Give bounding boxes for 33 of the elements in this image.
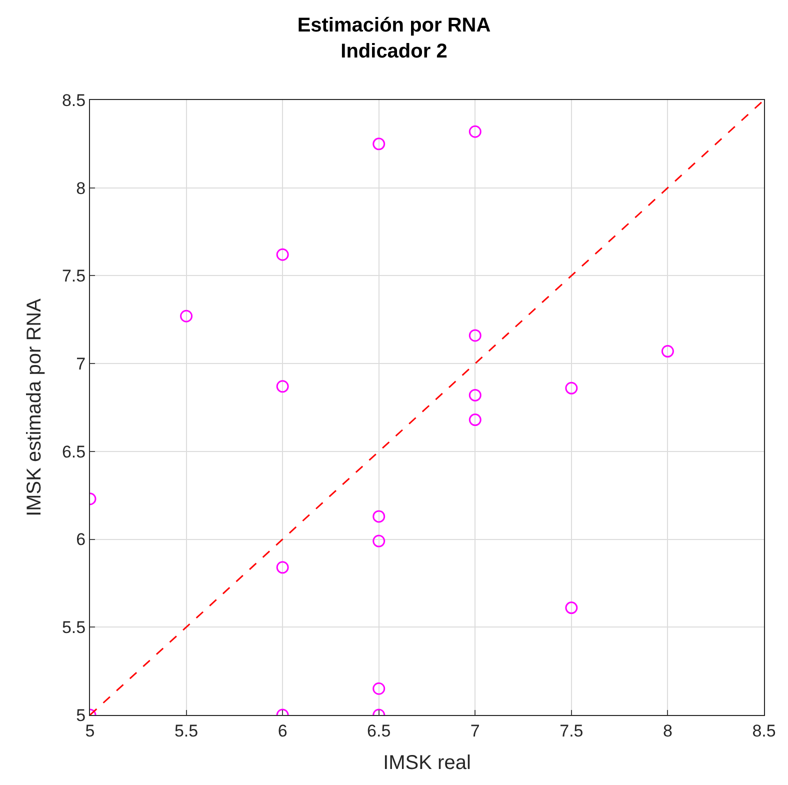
y-tick-label: 6 [76, 530, 86, 550]
point [372, 138, 386, 150]
x-tick-label: 5.5 [174, 721, 198, 740]
point [565, 602, 578, 614]
point [276, 248, 289, 261]
x-axis-title: IMSK real [383, 752, 471, 774]
y-tick-label: 5.5 [62, 618, 86, 638]
point [468, 125, 482, 138]
point [468, 388, 482, 402]
y-tick-label: 7.5 [62, 266, 86, 286]
point [468, 329, 482, 342]
point [468, 414, 482, 426]
y-axis-title: IMSK estimada por RNA [23, 298, 46, 516]
point [180, 310, 193, 322]
y-tick-label: 8.5 [62, 90, 86, 110]
point [661, 345, 674, 358]
chart-title: Estimación por RNA Indicador 2 [297, 14, 491, 62]
point [276, 561, 289, 574]
y-tick-label: 6.5 [62, 442, 86, 462]
point [372, 510, 386, 523]
y-tick-label: 5 [76, 706, 86, 725]
x-tick-label: 8 [662, 721, 672, 740]
y-tick-label: 7 [76, 354, 86, 374]
x-tick-label: 7 [470, 721, 480, 740]
x-tick-label: 7.5 [560, 721, 584, 740]
point [565, 382, 578, 394]
point [372, 534, 386, 548]
x-tick-label: 6 [278, 721, 288, 740]
x-tick-label: 8.5 [752, 721, 776, 740]
point [372, 682, 386, 695]
point [276, 380, 289, 393]
y-tick-label: 8 [76, 178, 86, 198]
x-tick-label: 6.5 [367, 721, 391, 740]
